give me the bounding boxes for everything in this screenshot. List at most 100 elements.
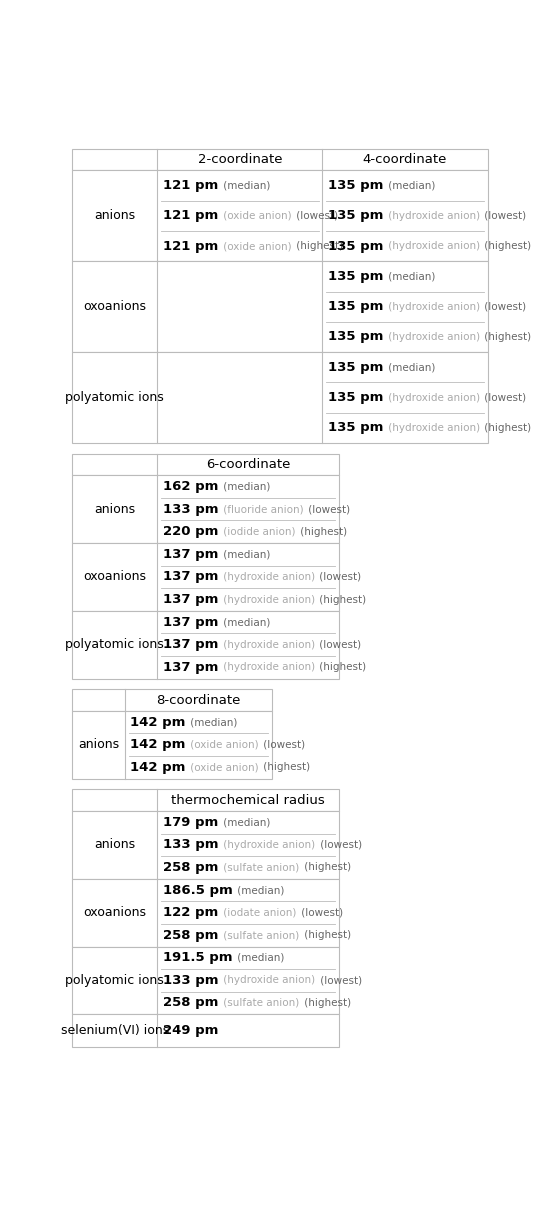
Text: anions: anions	[94, 503, 135, 516]
Text: (hydroxide anion): (hydroxide anion)	[220, 840, 315, 850]
Text: 220 pm: 220 pm	[163, 525, 218, 539]
Text: 137 pm: 137 pm	[163, 570, 218, 583]
Bar	[72, 1015, 339, 1046]
Text: (highest): (highest)	[482, 423, 532, 432]
Bar	[72, 261, 488, 352]
Text: oxoanions: oxoanions	[83, 300, 146, 313]
Text: 122 pm: 122 pm	[163, 906, 218, 919]
Text: (hydroxide anion): (hydroxide anion)	[385, 211, 480, 221]
Text: 135 pm: 135 pm	[328, 269, 383, 283]
Text: 135 pm: 135 pm	[328, 331, 383, 343]
Text: 191.5 pm: 191.5 pm	[163, 952, 232, 964]
Text: polyatomic ions: polyatomic ions	[66, 638, 164, 651]
Text: (sulfate anion): (sulfate anion)	[219, 998, 299, 1007]
Text: 121 pm: 121 pm	[163, 179, 218, 192]
Text: (lowest): (lowest)	[482, 302, 526, 312]
Text: 137 pm: 137 pm	[163, 616, 218, 628]
Text: (hydroxide anion): (hydroxide anion)	[219, 640, 315, 650]
Text: (median): (median)	[385, 180, 435, 191]
Text: (lowest): (lowest)	[260, 739, 305, 750]
Text: 4-coordinate: 4-coordinate	[363, 153, 447, 165]
Text: 249 pm: 249 pm	[163, 1024, 218, 1036]
Text: (median): (median)	[219, 617, 270, 627]
Text: (lowest): (lowest)	[482, 211, 526, 221]
Text: polyatomic ions: polyatomic ions	[66, 391, 164, 403]
Bar	[72, 170, 488, 261]
Text: (oxide anion): (oxide anion)	[187, 762, 259, 772]
Text: 258 pm: 258 pm	[163, 929, 218, 942]
Text: oxoanions: oxoanions	[83, 570, 146, 583]
Text: 135 pm: 135 pm	[328, 422, 383, 435]
Text: (median): (median)	[219, 180, 270, 191]
Bar	[72, 352, 488, 443]
Text: 142 pm: 142 pm	[130, 715, 186, 728]
Text: (sulfate anion): (sulfate anion)	[219, 863, 299, 872]
Text: 133 pm: 133 pm	[163, 974, 218, 987]
Bar	[72, 454, 339, 475]
Text: selenium(VI) ions: selenium(VI) ions	[61, 1024, 169, 1036]
Text: 135 pm: 135 pm	[328, 391, 383, 403]
Text: 179 pm: 179 pm	[163, 815, 218, 829]
Text: (fluoride anion): (fluoride anion)	[220, 504, 304, 515]
Text: 133 pm: 133 pm	[163, 503, 218, 516]
Bar	[72, 544, 339, 611]
Text: (lowest): (lowest)	[316, 571, 361, 582]
Text: 258 pm: 258 pm	[163, 861, 218, 873]
Text: (median): (median)	[234, 885, 284, 895]
Text: 137 pm: 137 pm	[163, 638, 218, 651]
Text: 133 pm: 133 pm	[163, 838, 218, 852]
Text: (hydroxide anion): (hydroxide anion)	[385, 332, 480, 342]
Text: (highest): (highest)	[260, 762, 311, 772]
Text: (median): (median)	[234, 953, 284, 963]
Text: (iodate anion): (iodate anion)	[219, 907, 296, 918]
Text: (highest): (highest)	[482, 242, 532, 251]
Text: anions: anions	[94, 209, 135, 222]
Text: (oxide anion): (oxide anion)	[219, 211, 291, 221]
Text: (median): (median)	[187, 718, 238, 727]
Text: anions: anions	[94, 838, 135, 852]
Text: 135 pm: 135 pm	[328, 300, 383, 313]
Text: (median): (median)	[385, 272, 435, 281]
Bar	[72, 712, 272, 779]
Bar	[72, 149, 488, 170]
Text: 121 pm: 121 pm	[163, 239, 218, 252]
Text: (hydroxide anion): (hydroxide anion)	[219, 662, 315, 673]
Text: (lowest): (lowest)	[317, 840, 361, 850]
Text: (lowest): (lowest)	[293, 211, 338, 221]
Text: (lowest): (lowest)	[317, 975, 361, 986]
Text: 135 pm: 135 pm	[328, 239, 383, 252]
Text: 142 pm: 142 pm	[130, 738, 186, 751]
Text: thermochemical radius: thermochemical radius	[171, 794, 325, 807]
Text: oxoanions: oxoanions	[83, 906, 146, 919]
Text: (highest): (highest)	[482, 332, 532, 342]
Text: 135 pm: 135 pm	[328, 179, 383, 192]
Text: (highest): (highest)	[297, 527, 347, 536]
Text: polyatomic ions: polyatomic ions	[66, 974, 164, 987]
Text: 121 pm: 121 pm	[163, 209, 218, 222]
Text: (hydroxide anion): (hydroxide anion)	[385, 393, 480, 402]
Text: (highest): (highest)	[300, 930, 351, 940]
Text: 137 pm: 137 pm	[163, 593, 218, 606]
Bar	[72, 475, 339, 544]
Text: (oxide anion): (oxide anion)	[219, 242, 291, 251]
Text: (median): (median)	[219, 818, 270, 827]
Bar	[72, 790, 339, 811]
Text: (lowest): (lowest)	[316, 640, 361, 650]
Text: 8-coordinate: 8-coordinate	[156, 693, 241, 707]
Text: 135 pm: 135 pm	[328, 361, 383, 373]
Bar	[72, 947, 339, 1015]
Text: 137 pm: 137 pm	[163, 661, 218, 674]
Text: anions: anions	[78, 738, 119, 751]
Text: (highest): (highest)	[293, 242, 343, 251]
Text: 142 pm: 142 pm	[130, 761, 186, 774]
Text: (iodide anion): (iodide anion)	[219, 527, 295, 536]
Text: (hydroxide anion): (hydroxide anion)	[385, 302, 480, 312]
Text: 2-coordinate: 2-coordinate	[198, 153, 282, 165]
Text: (median): (median)	[219, 550, 270, 559]
Text: (hydroxide anion): (hydroxide anion)	[219, 571, 315, 582]
Text: (hydroxide anion): (hydroxide anion)	[385, 242, 480, 251]
Text: (hydroxide anion): (hydroxide anion)	[219, 594, 315, 604]
Text: (sulfate anion): (sulfate anion)	[219, 930, 299, 940]
Text: 137 pm: 137 pm	[163, 548, 218, 561]
Text: (highest): (highest)	[316, 594, 366, 604]
